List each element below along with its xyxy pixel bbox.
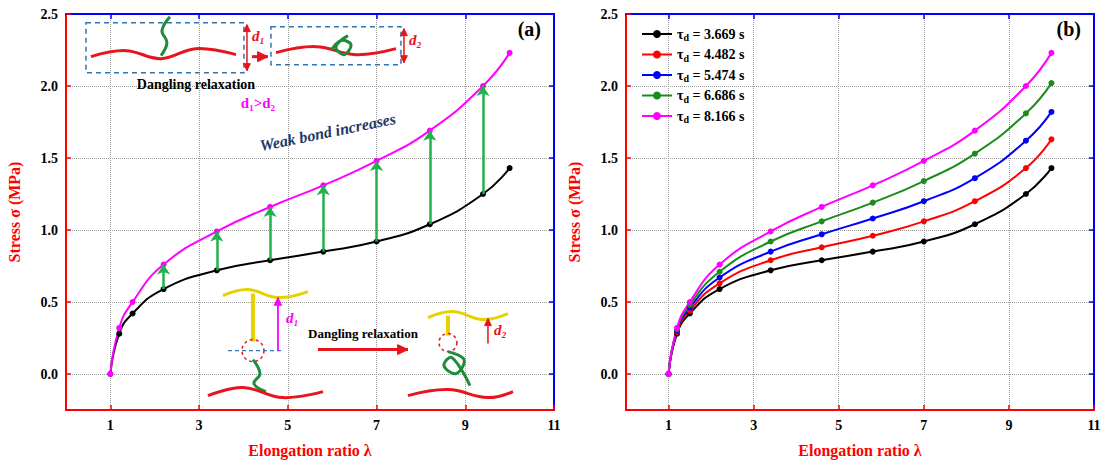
- svg-text:1.5: 1.5: [601, 151, 619, 166]
- svg-text:2.5: 2.5: [41, 7, 59, 22]
- svg-text:1.0: 1.0: [601, 223, 619, 238]
- svg-text:d₂: d₂: [409, 32, 422, 48]
- svg-text:3: 3: [196, 418, 203, 433]
- svg-text:= 8.166 s: = 8.166 s: [689, 109, 745, 124]
- svg-text:1.0: 1.0: [41, 223, 59, 238]
- svg-text:Stress σ (MPa): Stress σ (MPa): [566, 162, 584, 263]
- html-text:τd: τd: [677, 108, 689, 125]
- svg-text:3: 3: [750, 418, 757, 433]
- html-text:τd: τd: [677, 47, 689, 64]
- svg-text:(a): (a): [518, 18, 541, 41]
- svg-text:2.0: 2.0: [41, 79, 59, 94]
- svg-text:d₁: d₁: [286, 310, 299, 326]
- svg-text:Weak bond increases: Weak bond increases: [258, 110, 397, 154]
- svg-text:Dangling relaxation: Dangling relaxation: [308, 326, 419, 341]
- svg-text:Dangling relaxation: Dangling relaxation: [137, 77, 256, 92]
- svg-text:9: 9: [1005, 418, 1012, 433]
- svg-text:d₂: d₂: [494, 322, 507, 338]
- svg-text:0.0: 0.0: [41, 367, 59, 382]
- svg-text:7: 7: [920, 418, 927, 433]
- svg-text:(b): (b): [1057, 18, 1081, 41]
- html-text:τd: τd: [677, 88, 689, 105]
- html-text:τd: τd: [677, 67, 689, 84]
- svg-text:Elongation ratio λ: Elongation ratio λ: [248, 442, 372, 460]
- svg-text:11: 11: [1087, 418, 1100, 433]
- svg-text:5: 5: [835, 418, 842, 433]
- svg-text:= 3.669 s: = 3.669 s: [689, 27, 745, 42]
- svg-text:= 5.474 s: = 5.474 s: [689, 68, 745, 83]
- svg-text:2.5: 2.5: [601, 7, 619, 22]
- svg-text:Elongation ratio λ: Elongation ratio λ: [798, 442, 922, 460]
- svg-text:5: 5: [284, 418, 291, 433]
- svg-text:11: 11: [547, 418, 560, 433]
- svg-text:1: 1: [107, 418, 114, 433]
- svg-text:2.0: 2.0: [601, 79, 619, 94]
- html-text:τd: τd: [677, 26, 689, 43]
- svg-text:1: 1: [665, 418, 672, 433]
- svg-text:0.5: 0.5: [601, 295, 619, 310]
- svg-text:0.5: 0.5: [41, 295, 59, 310]
- svg-text:1.5: 1.5: [41, 151, 59, 166]
- svg-text:= 6.686 s: = 6.686 s: [689, 88, 745, 103]
- svg-text:7: 7: [373, 418, 380, 433]
- svg-text:= 4.482 s: = 4.482 s: [689, 47, 745, 62]
- svg-text:d₁>d₂: d₁>d₂: [241, 95, 276, 111]
- svg-text:0.0: 0.0: [601, 367, 619, 382]
- svg-text:9: 9: [462, 418, 469, 433]
- svg-text:Stress σ (MPa): Stress σ (MPa): [6, 162, 24, 263]
- svg-text:d₁: d₁: [252, 28, 265, 44]
